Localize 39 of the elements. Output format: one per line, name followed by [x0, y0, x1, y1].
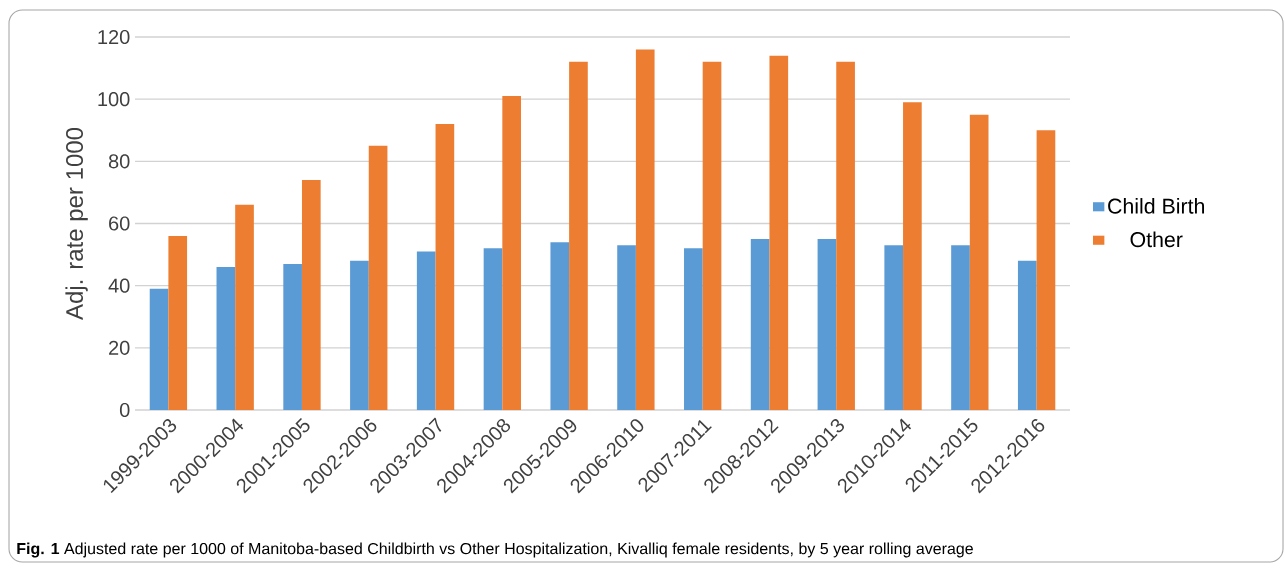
bar — [435, 124, 455, 410]
bar — [635, 49, 655, 410]
bar — [483, 248, 503, 410]
bar — [836, 61, 855, 410]
bar — [216, 267, 236, 410]
bar — [951, 245, 970, 410]
bar — [750, 239, 770, 410]
y-tick-label: 120 — [98, 29, 130, 45]
bar — [502, 96, 521, 410]
bar — [769, 55, 789, 410]
y-tick-label: 100 — [98, 92, 130, 107]
bar — [617, 245, 636, 410]
bar — [168, 235, 188, 410]
y-tick-label: 40 — [108, 278, 130, 293]
bar — [235, 204, 254, 410]
legend-label: Child Birth — [1108, 198, 1205, 214]
bar — [969, 114, 989, 410]
legend-label: Other — [1130, 231, 1183, 248]
y-tick-label: 80 — [108, 154, 130, 169]
bar — [283, 263, 302, 410]
bar — [702, 61, 722, 410]
bar — [684, 248, 703, 410]
bar — [350, 260, 369, 410]
bar — [1017, 260, 1037, 410]
y-axis-title: Adj. rate per 1000 — [65, 127, 88, 320]
bar — [903, 102, 922, 410]
bar — [149, 288, 169, 410]
bar — [368, 145, 388, 410]
bar — [884, 245, 904, 410]
bar — [550, 242, 570, 410]
bar — [1036, 130, 1056, 410]
y-tick-label: 0 — [119, 402, 130, 418]
y-tick-label: 20 — [109, 340, 130, 355]
bar — [817, 239, 837, 410]
bar — [301, 179, 321, 410]
bar — [569, 61, 588, 410]
text: Fig. 1 Adjusted rate per 1000 of Manitoba-based Childbirth vs Other Hospitalization, Kivalliq female residents, by 5 year rolling average — [17, 542, 973, 558]
bar — [416, 251, 436, 410]
y-tick-label: 60 — [109, 216, 130, 231]
